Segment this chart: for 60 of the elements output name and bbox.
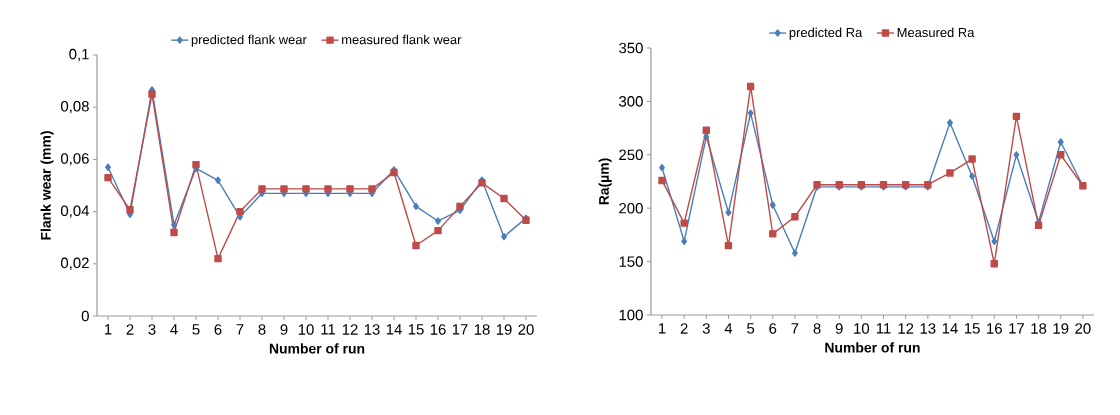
x-tick-label: 14 xyxy=(942,323,958,334)
x-tick-label: 19 xyxy=(1053,323,1069,334)
x-tick-label: 16 xyxy=(987,323,1002,334)
x-axis-title: Number of run xyxy=(269,343,365,354)
x-tick-label: 10 xyxy=(854,323,870,334)
x-tick-label: 20 xyxy=(518,324,534,335)
y-tick-label: 0,02 xyxy=(60,257,89,270)
x-tick-label: 9 xyxy=(835,323,843,334)
y-tick-label: 200 xyxy=(619,202,643,214)
x-tick-label: 11 xyxy=(321,324,336,335)
x-axis-title: Number of run xyxy=(825,342,920,353)
y-tick-label: 0,04 xyxy=(60,205,90,218)
x-tick-label: 5 xyxy=(747,323,755,334)
y-tick-label: 0,08 xyxy=(60,101,89,114)
x-tick-label: 6 xyxy=(214,324,222,335)
x-tick-label: 14 xyxy=(386,324,402,335)
legend-label: predicted flank wear xyxy=(191,34,307,47)
y-tick-label: 300 xyxy=(619,96,643,107)
y-tick-label: 250 xyxy=(619,149,643,161)
y-tick-label: 350 xyxy=(619,42,643,54)
legend-label: measured flank wear xyxy=(342,34,462,45)
x-tick-label: 20 xyxy=(1075,323,1091,334)
x-tick-label: 6 xyxy=(769,323,777,334)
x-tick-label: 7 xyxy=(791,323,799,334)
x-tick-label: 10 xyxy=(298,324,314,335)
x-tick-label: 15 xyxy=(964,323,980,334)
x-tick-label: 3 xyxy=(148,324,156,335)
x-tick-label: 5 xyxy=(192,324,200,335)
y-tick-label: 100 xyxy=(619,309,643,321)
y-tick-label: 0,06 xyxy=(60,153,89,166)
x-tick-label: 18 xyxy=(1031,323,1047,334)
x-tick-label: 2 xyxy=(126,324,134,335)
x-tick-label: 8 xyxy=(258,324,266,335)
y-tick-label: 0 xyxy=(81,310,89,322)
y-tick-label: 0,1 xyxy=(69,48,89,62)
x-tick-label: 18 xyxy=(474,324,490,335)
y-tick-label: 150 xyxy=(619,256,643,267)
x-tick-label: 3 xyxy=(702,323,710,334)
x-tick-label: 15 xyxy=(408,324,424,335)
x-tick-label: 19 xyxy=(496,324,512,335)
x-tick-label: 9 xyxy=(280,324,288,335)
y-axis-title: Ra(µm) xyxy=(598,158,612,205)
x-tick-label: 4 xyxy=(724,323,733,334)
x-tick-label: 17 xyxy=(1009,323,1024,334)
x-tick-label: 1 xyxy=(104,324,112,335)
x-tick-label: 8 xyxy=(813,323,821,334)
x-tick-label: 13 xyxy=(364,324,380,335)
x-tick-label: 7 xyxy=(236,324,244,335)
x-tick-label: 13 xyxy=(920,323,936,334)
x-tick-label: 16 xyxy=(430,324,446,335)
x-tick-label: 4 xyxy=(170,324,178,335)
y-axis-title: Flank wear (mm) xyxy=(40,131,54,240)
legend-label: Measured Ra xyxy=(897,27,975,38)
x-tick-label: 2 xyxy=(680,323,688,334)
x-tick-label: 1 xyxy=(658,323,666,334)
x-tick-label: 17 xyxy=(452,324,468,335)
x-tick-label: 11 xyxy=(876,323,891,334)
legend-label: predicted Ra xyxy=(789,27,863,40)
x-tick-label: 12 xyxy=(342,324,358,335)
x-tick-label: 12 xyxy=(898,323,914,334)
